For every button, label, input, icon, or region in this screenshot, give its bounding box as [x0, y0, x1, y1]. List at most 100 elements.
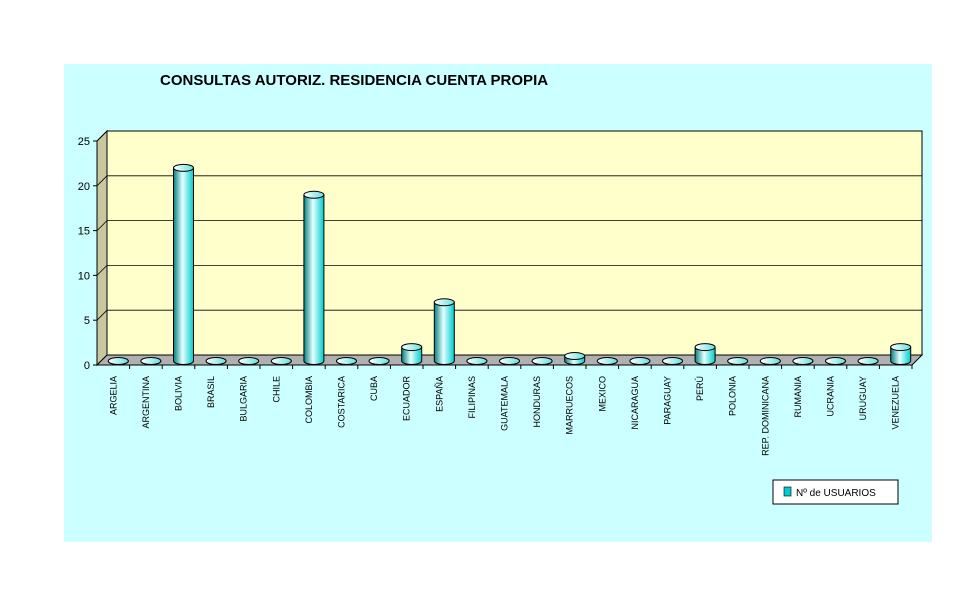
bar [238, 357, 260, 365]
y-tick-label: 25 [78, 136, 90, 148]
x-tick-label: POLONIA [728, 376, 738, 416]
x-tick-label: VENEZUELA [891, 376, 901, 430]
category-labels: ARGELIA ARGENTINA BOLIVIA BRASIL BULGARIA CHI… [108, 365, 913, 456]
x-tick-label: REP. DOMINICANA [760, 376, 770, 456]
bar-top [759, 357, 781, 365]
bar [661, 357, 684, 365]
x-tick-label: ARGELIA [108, 376, 118, 415]
x-tick-label: FILIPINAS [467, 376, 477, 419]
bar-top [890, 343, 912, 352]
bar-body [890, 346, 912, 365]
bar-top [205, 357, 227, 365]
y-tick-label: 10 [78, 270, 90, 282]
bar [694, 343, 716, 365]
x-tick-label: CUBA [369, 376, 379, 401]
bar-chart: CONSULTAS AUTORIZ. RESIDENCIA CUENTA PRO… [78, 72, 924, 505]
x-tick-label: MEXICO [597, 376, 607, 412]
bar-top [825, 357, 846, 365]
x-tick-label: RUMANIA [793, 376, 803, 418]
y-tick-label: 0 [84, 360, 90, 372]
bar [824, 357, 847, 365]
x-tick-label: COSTARICA [337, 376, 347, 428]
bar [401, 343, 423, 365]
x-tick-label: ECUADOR [402, 376, 412, 422]
bar [531, 357, 553, 365]
x-tick-label: ARGENTINA [141, 376, 151, 429]
bar [335, 357, 358, 365]
bar [433, 298, 455, 365]
bar [629, 357, 651, 365]
y-tick-label: 15 [78, 226, 90, 238]
bar-top [401, 343, 423, 352]
gridline [96, 264, 922, 276]
bar [727, 357, 749, 365]
bar [498, 357, 521, 365]
bar-body [401, 346, 423, 365]
bar-top [433, 298, 455, 307]
bars [107, 163, 912, 365]
chart-area: CONSULTAS AUTORIZ. RESIDENCIA CUENTA PRO… [64, 64, 932, 542]
bar-top [792, 357, 814, 365]
x-tick-label: ESPAÑA [434, 376, 444, 412]
bar [759, 357, 781, 365]
bar-top [596, 357, 618, 365]
gridline [96, 130, 922, 142]
bar-body [433, 301, 455, 365]
bar [890, 343, 912, 365]
bar [564, 352, 586, 365]
gridline [96, 220, 922, 231]
plot-back-wall [106, 130, 923, 356]
legend-swatch [783, 486, 792, 497]
bar [466, 357, 488, 365]
bar-top [694, 343, 716, 352]
y-tick-label: 20 [78, 181, 90, 193]
x-tick-label: PARAGUAY [663, 376, 673, 425]
x-tick-label: BULGARIA [239, 376, 249, 422]
gridline [96, 175, 922, 187]
x-tick-label: MARRUECOS [565, 376, 575, 435]
legend-box [772, 479, 899, 505]
bar [792, 357, 814, 365]
bar-body [173, 167, 194, 365]
x-tick-label: PERÚ [695, 376, 705, 401]
bar [270, 357, 292, 365]
legend-label: Nº de USUARIOS [796, 488, 876, 499]
x-tick-label: CHILE [271, 376, 281, 403]
bar [140, 357, 162, 365]
bar [368, 357, 390, 365]
bar-top [270, 357, 292, 365]
plot-side-wall [96, 129, 108, 367]
bar-top [303, 190, 325, 199]
bar [173, 163, 194, 365]
chart-title: CONSULTAS AUTORIZ. RESIDENCIA CUENTA PRO… [160, 72, 548, 89]
legend: Nº de USUARIOS [772, 479, 899, 505]
bar-body [694, 346, 716, 365]
bar-top [238, 357, 260, 365]
bar-top [368, 357, 390, 365]
bar-top [564, 352, 586, 361]
x-tick-label: BOLIVIA [174, 376, 184, 411]
bar-top [662, 357, 683, 365]
bar-top [857, 357, 879, 365]
bar [205, 357, 227, 365]
bar-body [303, 194, 325, 365]
bar-top [140, 357, 162, 365]
x-tick-label: COLOMBIA [304, 376, 314, 424]
bar-top [499, 357, 520, 365]
bar [303, 190, 325, 365]
x-tick-label: UCRANIA [826, 376, 836, 417]
bar-top [336, 357, 357, 365]
bar-top [107, 357, 129, 365]
x-tick-label: HONDURAS [532, 376, 542, 428]
bar [596, 357, 618, 365]
bar-top [727, 357, 749, 365]
bar-top [531, 357, 553, 365]
x-tick-label: BRASIL [206, 376, 216, 408]
bar-top [173, 163, 194, 172]
gridline [96, 309, 922, 321]
x-tick-label: URUGUAY [858, 376, 868, 420]
bar-top [629, 357, 651, 365]
x-tick-label: GUATEMALA [500, 376, 510, 431]
bar [107, 357, 129, 365]
bar [857, 357, 879, 365]
